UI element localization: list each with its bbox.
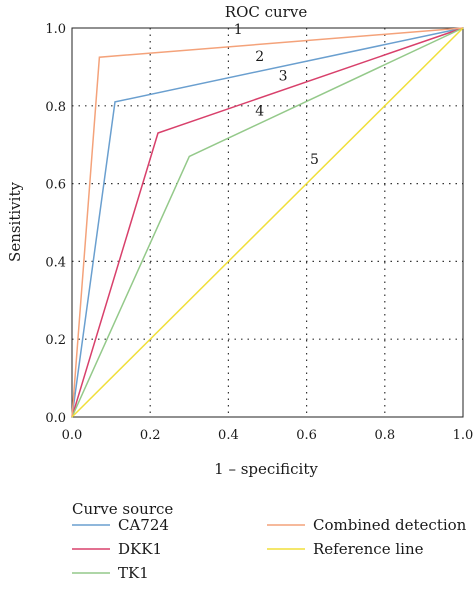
x-tick-label: 0.6	[296, 428, 317, 443]
curve-label-tk1: 4	[255, 104, 264, 120]
curve-label-ca724: 2	[255, 49, 264, 65]
x-tick-label: 0.0	[62, 428, 83, 443]
series-line-dkk1	[71, 27, 464, 418]
grid	[72, 28, 463, 417]
y-axis-label: Sensitivity	[6, 182, 24, 262]
legend: Curve source CA724 DKK1 TK1 Combined detect…	[72, 500, 467, 582]
y-tick-label: 1.0	[45, 22, 66, 37]
x-tick-label: 1.0	[453, 428, 474, 443]
x-axis-label: 1 – specificity	[214, 460, 318, 478]
legend-label-combined-detection: Combined detection	[313, 516, 467, 534]
series-line-reference-line	[71, 27, 464, 418]
y-tick-label: 0.8	[45, 100, 66, 115]
curve-label-dkk1: 3	[279, 69, 288, 85]
legend-label-tk1: TK1	[118, 564, 149, 582]
y-tick-label: 0.4	[45, 255, 66, 270]
y-tick-label: 0.6	[45, 178, 66, 193]
legend-label-ca724: CA724	[118, 516, 169, 534]
legend-items: CA724 DKK1 TK1 Combined detection Reference …	[72, 516, 467, 582]
legend-label-reference-line: Reference line	[313, 540, 424, 558]
ticks-layer: 0.0 0.2 0.4 0.6 0.8 1.0 0.0 0.2 0.4 0.6 0.8 1.0	[45, 22, 473, 443]
chart-title: ROC curve	[225, 3, 308, 21]
series-line-tk1	[71, 27, 464, 418]
x-tick-label: 0.2	[140, 428, 161, 443]
series-line-ca724	[71, 27, 464, 418]
legend-title: Curve source	[72, 500, 173, 518]
series-layer: 23 4 1 5	[71, 22, 464, 418]
curve-label-combined-detection: 1	[234, 22, 243, 38]
series-line-combined-detection	[71, 27, 464, 418]
y-tick-label: 0.2	[45, 333, 66, 348]
y-tick-label: 0.0	[45, 411, 66, 426]
plot-frame	[71, 27, 464, 418]
x-tick-label: 0.8	[374, 428, 395, 443]
x-tick-label: 0.4	[218, 428, 239, 443]
legend-label-dkk1: DKK1	[118, 540, 162, 558]
curve-label-reference-line: 5	[310, 152, 319, 168]
